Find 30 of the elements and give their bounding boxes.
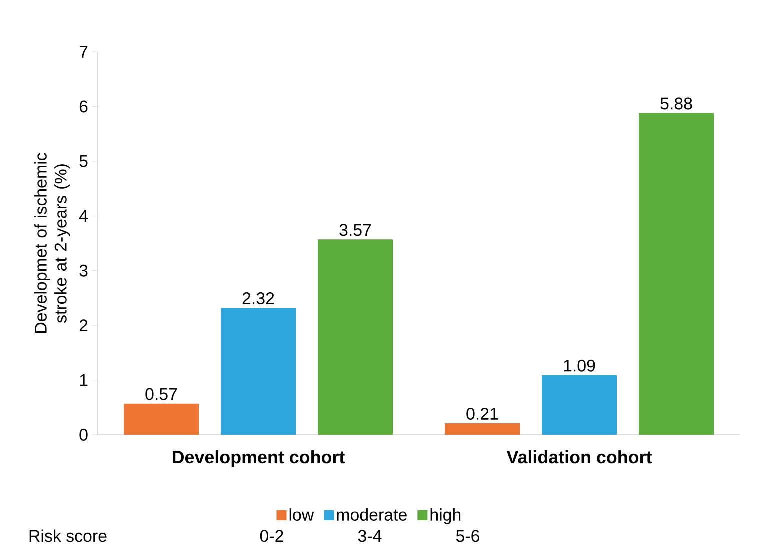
- data-label: 0.21: [466, 408, 498, 420]
- y-tick-label: 6: [80, 100, 88, 113]
- y-tick-label: 2: [80, 320, 88, 332]
- y-axis-title: Developmet of ischemic stroke at 2-years (%): [34, 153, 70, 333]
- bar: [221, 308, 296, 435]
- x-tick-label: Validation cohort: [506, 450, 652, 464]
- legend-title: Risk score: [30, 530, 107, 542]
- y-tick-label: 0: [80, 429, 88, 441]
- legend-label: low: [290, 508, 314, 521]
- y-tick-label: 5: [80, 156, 88, 168]
- bar: [639, 113, 714, 435]
- data-label: 3.57: [340, 224, 372, 236]
- text: 5-6: [456, 530, 480, 542]
- data-label: 5.88: [660, 98, 692, 110]
- bar: [318, 240, 394, 435]
- legend-label: moderate: [337, 508, 407, 521]
- bar: [445, 424, 520, 435]
- data-label: 1.09: [564, 360, 596, 372]
- text: 3-4: [358, 530, 382, 542]
- y-tick-label: 7: [80, 46, 88, 58]
- y-tick-label: 3: [80, 264, 88, 277]
- text: 0-2: [260, 530, 284, 542]
- y-tick-label: 1: [80, 374, 88, 386]
- bar: [124, 404, 199, 435]
- data-label: 0.57: [146, 388, 178, 400]
- y-tick-label: 4: [79, 210, 88, 222]
- data-label: 2.32: [242, 292, 274, 305]
- bar: [542, 375, 618, 435]
- legend-label: high: [430, 508, 461, 524]
- x-tick-label: Development cohort: [173, 450, 345, 468]
